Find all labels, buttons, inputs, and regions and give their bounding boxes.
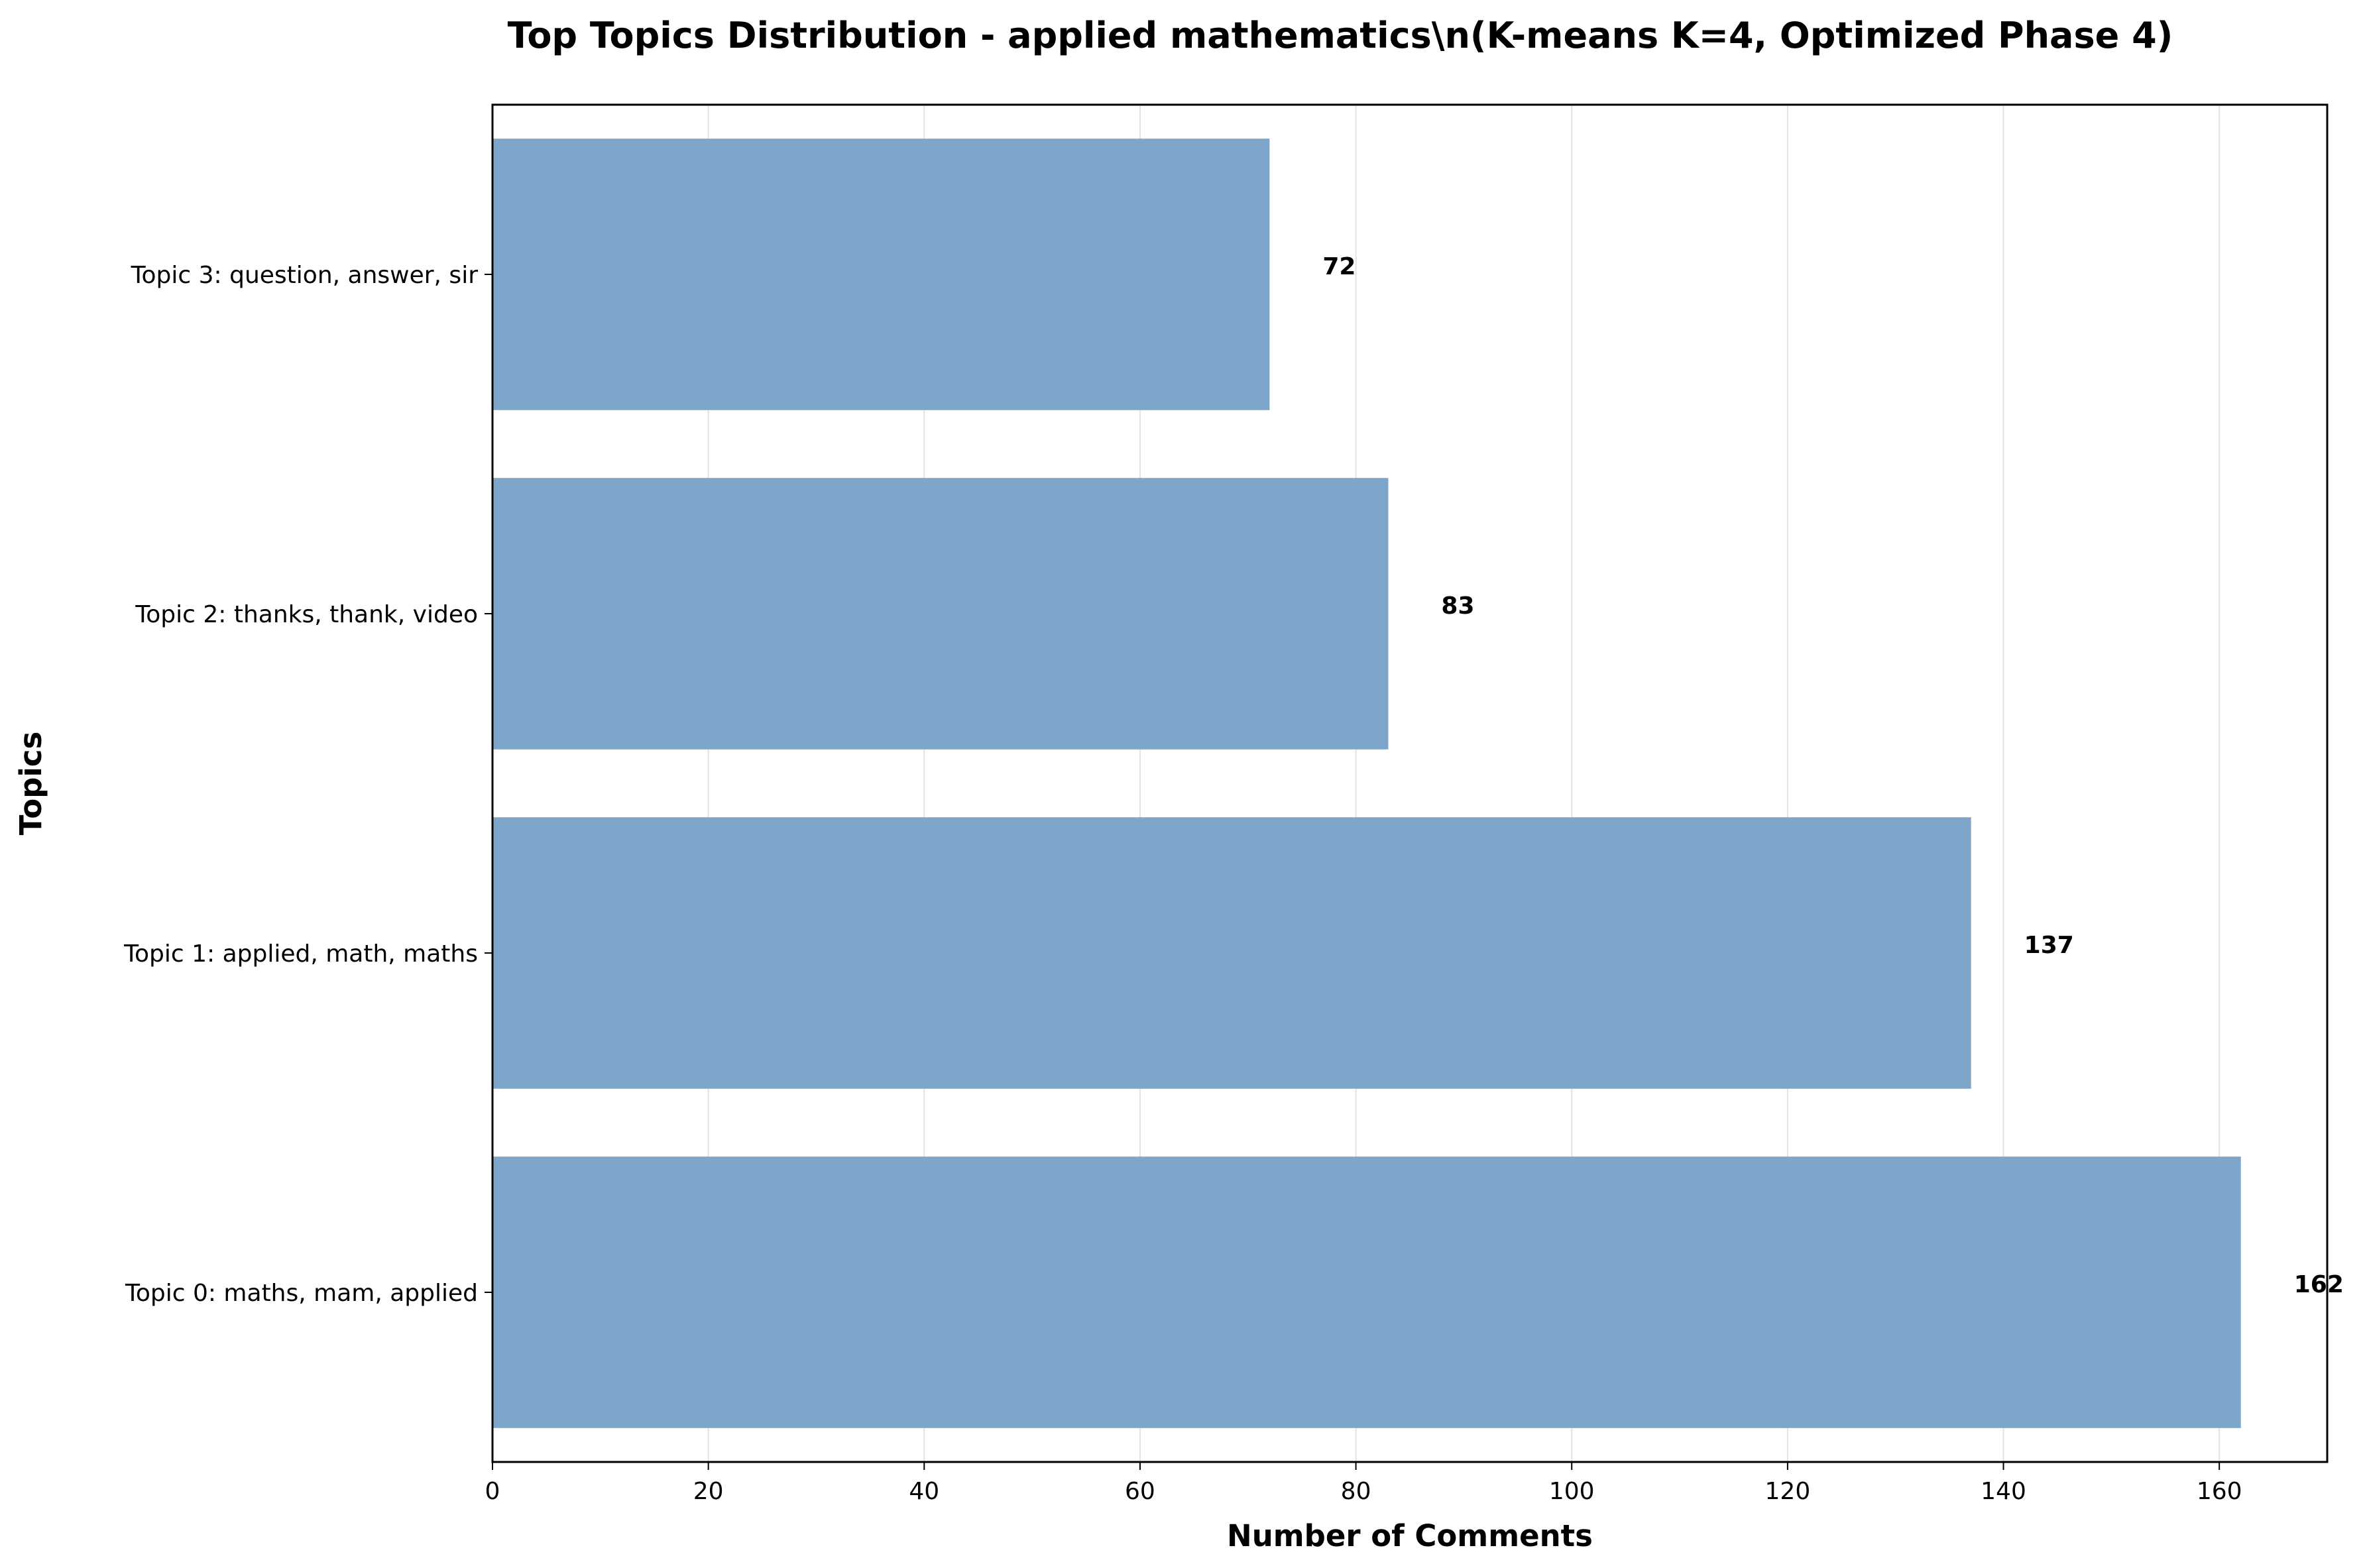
y-tick-label: Topic 0: maths, mam, applied [125, 1280, 478, 1307]
x-tick-label: 100 [1549, 1478, 1595, 1505]
y-tick-label: Topic 1: applied, math, maths [123, 940, 478, 968]
y-axis-ticks: Topic 0: maths, mam, applied Topic 1: app… [123, 262, 492, 1307]
x-tick-label: 60 [1125, 1478, 1155, 1505]
bar [492, 478, 1389, 750]
y-tick-label: Topic 3: question, answer, sir [131, 262, 479, 289]
chart-title: Top Topics Distribution - applied mathem… [508, 15, 2173, 56]
data-label: 72 [1322, 253, 1356, 280]
data-label: 137 [2024, 932, 2074, 959]
y-tick-label: Topic 2: thanks, thank, video [135, 601, 478, 628]
plot-frame [491, 103, 2329, 1463]
value-labels: 162 137 83 72 [1322, 253, 2344, 1298]
bar [492, 139, 1270, 410]
data-label: 83 [1441, 592, 1474, 620]
x-tick-label: 0 [485, 1478, 500, 1505]
x-axis-label: Number of Comments [1227, 1518, 1593, 1553]
y-axis-label: Topics [13, 732, 48, 836]
x-tick-label: 140 [1981, 1478, 2026, 1505]
bars [492, 139, 2241, 1428]
x-tick-label: 20 [693, 1478, 724, 1505]
x-tick-label: 120 [1765, 1478, 1811, 1505]
data-label: 162 [2294, 1271, 2344, 1298]
x-axis-ticks: 0 20 40 60 80 100 120 140 160 [485, 1462, 2242, 1505]
x-tick-label: 80 [1341, 1478, 1371, 1505]
bar [492, 817, 1971, 1089]
x-tick-label: 40 [909, 1478, 939, 1505]
x-tick-label: 160 [2197, 1478, 2242, 1505]
bar [492, 1156, 2241, 1428]
